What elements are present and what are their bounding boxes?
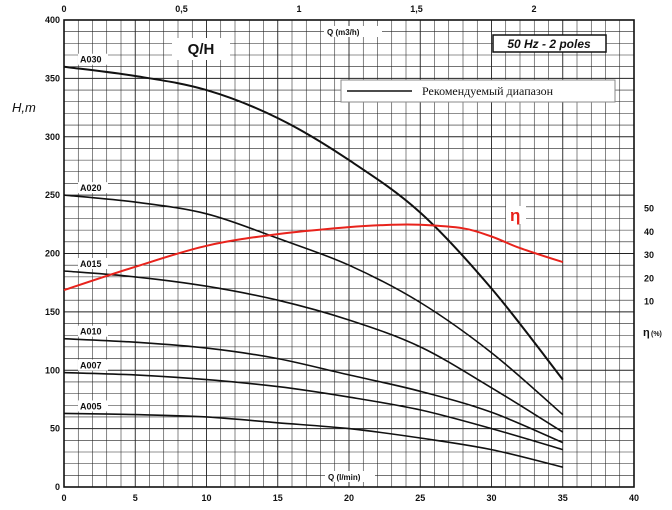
curve-label-a005: A005 bbox=[80, 401, 102, 411]
curve-a020 bbox=[63, 194, 564, 416]
x-tick-label: 10 bbox=[201, 493, 211, 503]
efficiency-label-bg bbox=[506, 206, 526, 224]
grid bbox=[63, 19, 635, 488]
y-tick-label: 100 bbox=[45, 365, 60, 375]
frequency-badge-text: 50 Hz - 2 poles bbox=[507, 37, 591, 51]
y-tick-label: 250 bbox=[45, 190, 60, 200]
curve-a030 bbox=[63, 65, 564, 381]
x-tick-label: 25 bbox=[415, 493, 425, 503]
curve-label-bg bbox=[78, 325, 108, 337]
efficiency-axis-label: η bbox=[643, 327, 650, 339]
curve-label-a030: A030 bbox=[80, 55, 102, 65]
y-axis-label: H,m bbox=[12, 100, 36, 115]
x-top-tick-label: 1 bbox=[296, 4, 301, 14]
title-box bbox=[172, 38, 230, 60]
x-axis-bottom-label: Q (l/min) bbox=[328, 473, 361, 482]
curve-label-bg bbox=[78, 258, 108, 270]
legend-label: Рекомендуемый диапазон bbox=[422, 84, 554, 98]
curve-a007 bbox=[63, 371, 564, 451]
efficiency-tick-label: 50 bbox=[644, 204, 654, 214]
curve-label-a015: A015 bbox=[80, 259, 102, 269]
curve-label-a010: A010 bbox=[80, 327, 102, 337]
curve-a010 bbox=[63, 337, 564, 444]
legend-box bbox=[340, 79, 616, 103]
x-top-tick-label: 0,5 bbox=[175, 4, 188, 14]
curve-a005 bbox=[63, 412, 563, 468]
curve-label-a020: A020 bbox=[80, 183, 102, 193]
y-tick-label: 50 bbox=[50, 424, 60, 434]
x-axis-top-label: Q (m3/h) bbox=[327, 28, 360, 37]
y-tick-label: 350 bbox=[45, 73, 60, 83]
curve-label-bg bbox=[78, 359, 108, 371]
curve-label-bg bbox=[78, 53, 108, 65]
curve-labels: A030 A020 A015 A010 A007 A005 bbox=[78, 53, 108, 412]
x-top-tick-label: 0 bbox=[61, 4, 66, 14]
efficiency-curve bbox=[63, 223, 564, 292]
curve-a015 bbox=[63, 270, 564, 433]
x-tick-label: 30 bbox=[486, 493, 496, 503]
x-tick-label: 0 bbox=[61, 493, 66, 503]
x-tick-label: 20 bbox=[344, 493, 354, 503]
curve-label-bg bbox=[78, 400, 108, 412]
x-top-tick-label: 1,5 bbox=[410, 4, 423, 14]
chart-title: Q/H bbox=[188, 41, 215, 58]
frequency-badge bbox=[492, 34, 607, 53]
pump-curves bbox=[63, 65, 564, 468]
efficiency-tick-label: 20 bbox=[644, 273, 654, 283]
x-tick-label: 35 bbox=[558, 493, 568, 503]
curve-label-bg bbox=[78, 182, 108, 194]
efficiency-axis-unit: (%) bbox=[651, 331, 662, 338]
efficiency-tick-label: 40 bbox=[644, 227, 654, 237]
tick-labels: 0 5 10 15 20 25 30 35 400 0,5 1 1,5 2050100150200250… bbox=[45, 4, 654, 503]
y-tick-label: 200 bbox=[45, 249, 60, 259]
x-top-tick-label: 2 bbox=[531, 4, 536, 14]
x-tick-label: 5 bbox=[133, 493, 138, 503]
x-tick-label: 40 bbox=[629, 493, 639, 503]
plot-frame bbox=[63, 19, 635, 488]
x-top-label-bg bbox=[324, 26, 382, 37]
curve-label-a007: A007 bbox=[80, 361, 102, 371]
x-tick-label: 15 bbox=[273, 493, 283, 503]
y-tick-label: 400 bbox=[45, 15, 60, 25]
y-tick-label: 150 bbox=[45, 307, 60, 317]
efficiency-tick-label: 10 bbox=[644, 297, 654, 307]
efficiency-tick-label: 30 bbox=[644, 250, 654, 260]
x-bottom-label-bg bbox=[325, 471, 375, 482]
efficiency-curve-label: η bbox=[510, 206, 520, 225]
y-tick-label: 300 bbox=[45, 132, 60, 142]
y-tick-label: 0 bbox=[55, 482, 60, 492]
